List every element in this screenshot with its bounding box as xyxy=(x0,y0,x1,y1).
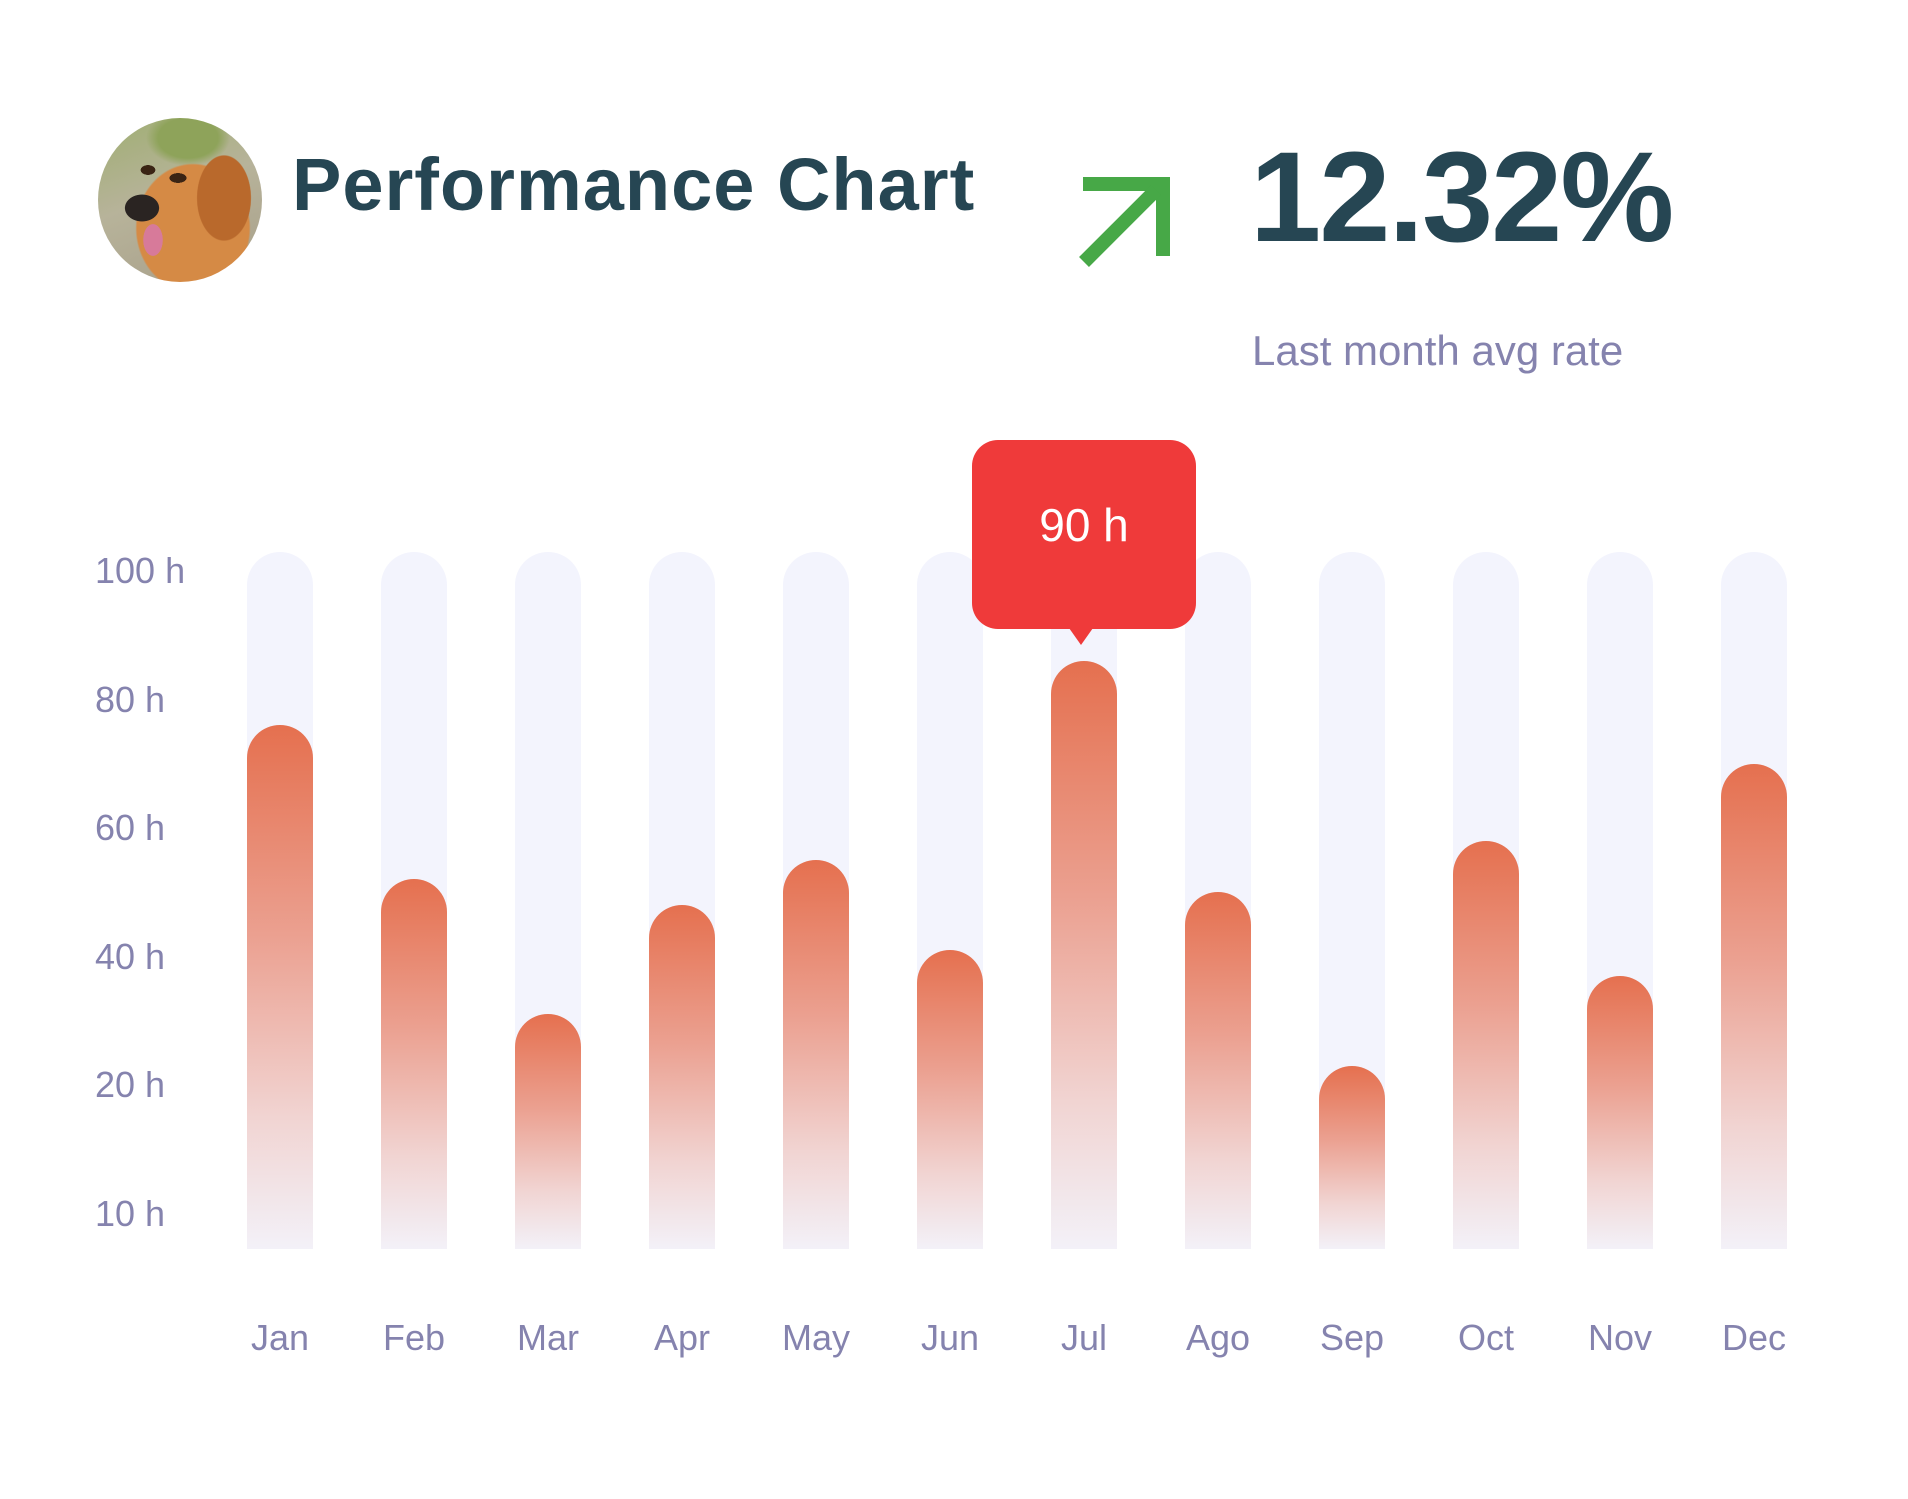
y-tick-label: 80 h xyxy=(95,679,166,720)
tooltip-label: 90 h xyxy=(1039,499,1129,551)
x-tick-label: Ago xyxy=(1185,1317,1251,1358)
tooltip-pointer xyxy=(1069,628,1093,645)
bar-dec[interactable] xyxy=(1721,764,1787,1249)
x-tick-label: Jan xyxy=(250,1317,310,1358)
avg-rate-value: 12.32% xyxy=(1250,126,1674,269)
bar-oct[interactable] xyxy=(1453,841,1519,1249)
x-tick-label: Nov xyxy=(1587,1317,1653,1358)
avatar xyxy=(98,118,262,282)
x-tick-label: Dec xyxy=(1721,1317,1787,1358)
x-tick-label: Sep xyxy=(1319,1317,1385,1358)
y-tick-label: 60 h xyxy=(95,807,166,848)
x-tick-label: Apr xyxy=(653,1317,711,1358)
y-tick-label: 20 h xyxy=(95,1064,166,1105)
bar-may[interactable] xyxy=(783,860,849,1249)
y-tick-label: 40 h xyxy=(95,936,166,977)
x-tick-label: May xyxy=(781,1317,850,1358)
bar-jun[interactable] xyxy=(917,950,983,1249)
y-tick-label: 10 h xyxy=(95,1193,166,1234)
x-tick-label: Jul xyxy=(1060,1317,1108,1358)
page-title: Performance Chart xyxy=(292,143,976,226)
bar-sep[interactable] xyxy=(1319,1066,1385,1249)
bar-feb[interactable] xyxy=(381,879,447,1249)
x-tick-label: Oct xyxy=(1457,1317,1514,1358)
bar-jul[interactable] xyxy=(1051,661,1117,1249)
bar-apr[interactable] xyxy=(649,905,715,1249)
value-tooltip: 90 h xyxy=(972,440,1196,629)
bar-nov[interactable] xyxy=(1587,976,1653,1249)
bar-mar[interactable] xyxy=(515,1014,581,1249)
arrow-up-right-icon xyxy=(1079,177,1170,267)
x-tick-label: Mar xyxy=(517,1317,579,1358)
x-tick-label: Feb xyxy=(382,1317,446,1358)
bar-ago[interactable] xyxy=(1185,892,1251,1249)
bar-jan[interactable] xyxy=(247,725,313,1249)
y-tick-label: 100 h xyxy=(95,550,186,591)
x-tick-label: Jun xyxy=(920,1317,980,1358)
avg-rate-caption: Last month avg rate xyxy=(1252,327,1624,374)
